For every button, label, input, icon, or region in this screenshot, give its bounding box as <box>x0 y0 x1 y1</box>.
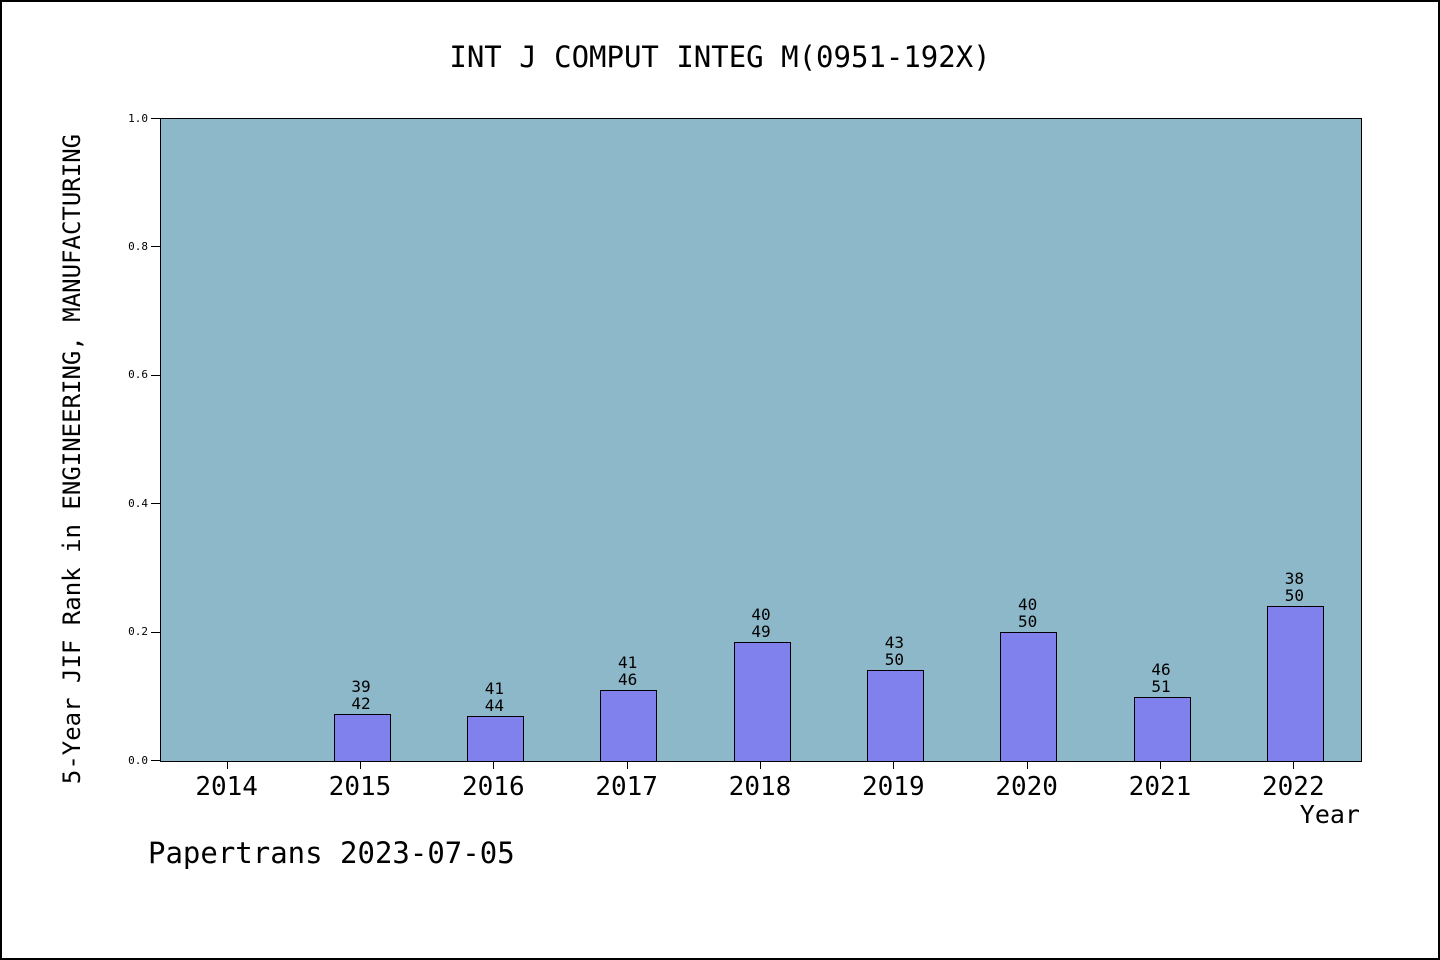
x-tick-mark <box>493 761 495 769</box>
bar-total-value: 50 <box>884 650 904 669</box>
x-tick-label-2018: 2018 <box>728 772 792 802</box>
bar-total-value: 42 <box>351 694 371 713</box>
bar-rank-value: 40 <box>751 605 771 624</box>
bar-value-label-2016: 41 44 <box>444 680 544 714</box>
x-tick-label-2014: 2014 <box>195 772 258 802</box>
y-tick-label: 1.0 <box>128 111 148 125</box>
bar-value-label-2015: 39 42 <box>311 678 411 712</box>
y-tick-label: 0.8 <box>128 239 148 253</box>
x-tick-label-2022: 2022 <box>1262 772 1325 802</box>
bar-value-label-2020: 40 50 <box>978 596 1078 630</box>
x-tick-label-2021: 2021 <box>1128 772 1192 802</box>
bar-rank-value: 38 <box>1284 569 1304 588</box>
x-tick-label-2017: 2017 <box>595 772 658 802</box>
y-tick-label: 0.4 <box>128 496 148 510</box>
y-tick-mark <box>151 503 160 505</box>
bar-total-value: 50 <box>1284 586 1304 605</box>
bar-rank-value: 41 <box>484 679 504 698</box>
bar-2020 <box>1000 632 1058 761</box>
x-tick-mark <box>360 761 361 769</box>
y-tick-mark <box>151 246 160 248</box>
x-tick-label-2015: 2015 <box>328 772 392 802</box>
y-tick-label: 0.2 <box>128 625 148 639</box>
bar-rank-value: 39 <box>351 677 371 696</box>
bar-rank-value: 46 <box>1151 660 1171 679</box>
bar-value-label-2018: 40 49 <box>711 606 811 640</box>
y-tick-label: 0.6 <box>128 368 148 382</box>
x-tick-mark <box>626 761 628 769</box>
bar-2019 <box>866 670 924 761</box>
bar-2022 <box>1266 606 1324 761</box>
y-tick-mark <box>151 374 160 376</box>
bar-total-value: 51 <box>1151 677 1171 696</box>
x-tick-mark <box>760 761 761 769</box>
x-tick-mark <box>1160 761 1161 769</box>
bar-value-label-2021: 46 51 <box>1111 661 1211 695</box>
x-tick-label-2016: 2016 <box>462 772 525 802</box>
bar-2021 <box>1133 697 1191 761</box>
bar-total-value: 44 <box>484 696 504 715</box>
x-tick-mark <box>1026 761 1028 769</box>
x-tick-label-2020: 2020 <box>995 772 1058 802</box>
bar-total-value: 46 <box>618 670 638 689</box>
bar-value-label-2017: 41 46 <box>578 654 678 688</box>
bar-2015 <box>333 714 391 761</box>
x-axis-title: Year <box>1299 800 1360 829</box>
bar-rank-value: 40 <box>1018 595 1038 614</box>
chart-title: INT J COMPUT INTEG M(0951-192X) <box>449 40 991 74</box>
bar-value-label-2022: 38 50 <box>1244 570 1344 604</box>
y-axis-label: 5-Year JIF Rank in ENGINEERING, MANUFACT… <box>58 133 86 785</box>
y-tick-mark <box>151 118 160 119</box>
bar-total-value: 49 <box>751 622 771 641</box>
bar-2017 <box>600 690 658 761</box>
bar-2016 <box>466 716 524 761</box>
y-tick-label: 0.0 <box>128 753 148 767</box>
plot-area: 39 42 41 44 41 46 40 49 43 50 40 50 46 51 38 50 <box>160 118 1362 762</box>
y-tick-mark <box>151 760 160 761</box>
bar-rank-value: 43 <box>884 633 904 652</box>
x-tick-mark <box>893 761 895 769</box>
x-tick-label-2019: 2019 <box>862 772 925 802</box>
y-tick-mark <box>151 631 160 633</box>
x-tick-mark <box>226 761 228 769</box>
bar-rank-value: 41 <box>618 653 638 672</box>
bar-value-label-2019: 43 50 <box>844 634 944 668</box>
bar-total-value: 50 <box>1018 612 1038 631</box>
footer-watermark: Papertrans 2023-07-05 <box>148 836 515 870</box>
x-tick-mark <box>1293 761 1295 769</box>
bar-2018 <box>733 642 791 761</box>
